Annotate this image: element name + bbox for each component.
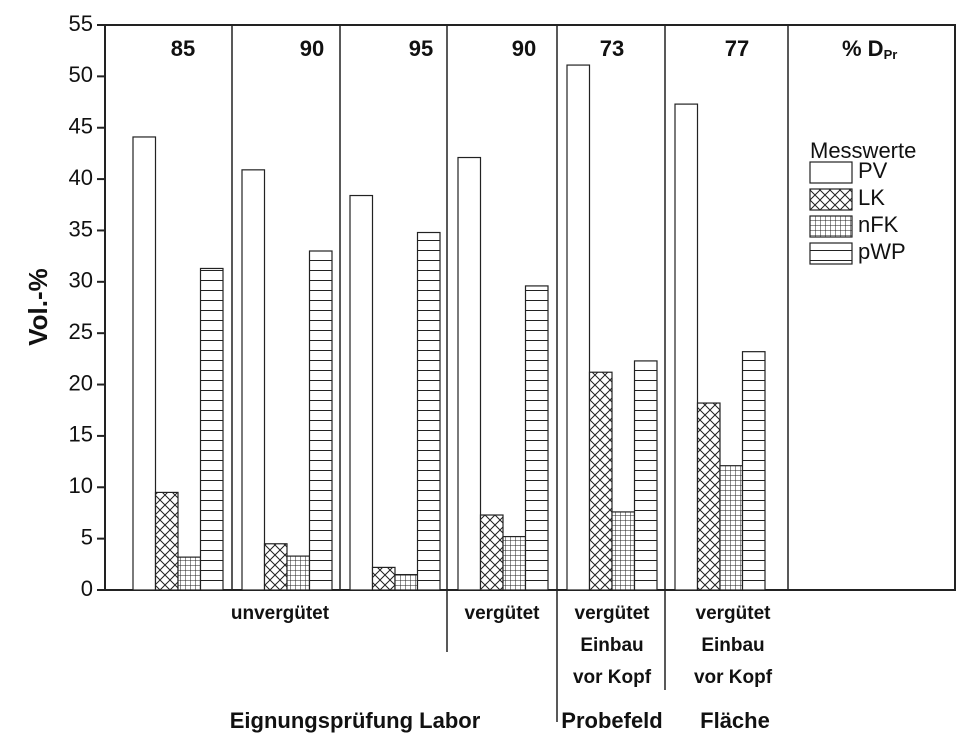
y-tick-label: 20 [69, 370, 93, 395]
bar [566, 64, 591, 591]
section-label: Eignungsprüfung Labor [230, 708, 481, 733]
group-label: Einbau [701, 635, 764, 656]
group-label: vor Kopf [573, 667, 652, 688]
group-label: unvergütet [231, 603, 330, 624]
legend-label: nFK [858, 212, 899, 237]
bar [132, 136, 157, 591]
bar [177, 556, 202, 591]
group-label: vor Kopf [694, 667, 773, 688]
y-tick-label: 50 [69, 62, 93, 87]
bar [633, 360, 658, 591]
bar [502, 535, 527, 591]
group-label: vergütet [696, 603, 772, 624]
bar [611, 511, 636, 591]
dividers [231, 25, 789, 722]
category-label: 73 [600, 36, 624, 61]
y-tick-label: 55 [69, 11, 93, 36]
bar [416, 231, 441, 591]
category-label: 85 [171, 36, 195, 61]
y-tick-label: 30 [69, 268, 93, 293]
bar [394, 573, 419, 591]
y-tick-label: 5 [81, 524, 93, 549]
y-tick-label: 35 [69, 216, 93, 241]
y-axis-label: Vol.-% [23, 268, 53, 346]
y-tick-label: 45 [69, 114, 93, 139]
bar [674, 103, 699, 591]
bar [479, 514, 504, 591]
unit-label: % DPr [842, 36, 897, 63]
group-label: vergütet [465, 603, 541, 624]
category-label: 90 [512, 36, 536, 61]
legend-swatch [809, 188, 853, 211]
legend-label: PV [858, 158, 888, 183]
bar [371, 566, 396, 591]
category-label: 77 [725, 36, 749, 61]
bar [241, 169, 266, 591]
category-label: 90 [300, 36, 324, 61]
y-tick-label: 15 [69, 422, 93, 447]
legend-label: pWP [858, 239, 906, 264]
y-tick-label: 10 [69, 473, 93, 498]
legend-swatch [809, 161, 853, 184]
group-label: Einbau [580, 635, 643, 656]
bar [741, 351, 766, 591]
bar [719, 465, 744, 591]
y-tick-label: 25 [69, 319, 93, 344]
section-label: Fläche [700, 708, 770, 733]
bar [199, 267, 224, 591]
bar [457, 156, 482, 591]
legend-title: Messwerte [810, 138, 916, 163]
legend-swatch [809, 215, 853, 238]
legend-swatch [809, 242, 853, 265]
bar [154, 491, 179, 591]
legend-label: LK [858, 185, 885, 210]
bar [349, 194, 374, 591]
bar [588, 371, 613, 591]
section-label: Probefeld [561, 708, 662, 733]
bar [263, 543, 288, 591]
group-label: vergütet [575, 603, 651, 624]
category-label: 95 [409, 36, 433, 61]
bar [696, 402, 721, 591]
bar [308, 250, 333, 591]
y-tick-label: 0 [81, 576, 93, 601]
bar [286, 555, 311, 591]
bar [524, 285, 549, 591]
y-tick-label: 40 [69, 165, 93, 190]
